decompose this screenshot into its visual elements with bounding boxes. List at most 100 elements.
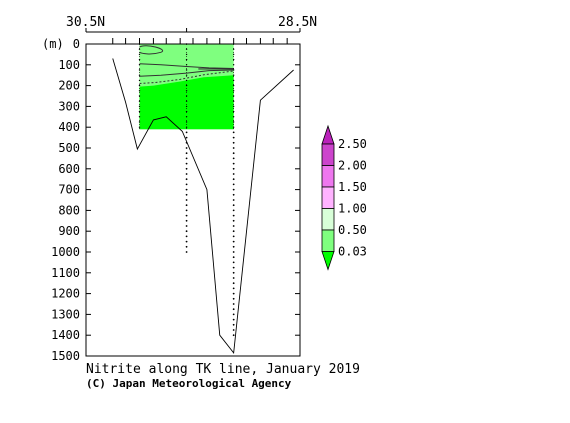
sample-point xyxy=(232,136,235,139)
sample-point xyxy=(232,100,235,102)
sample-point xyxy=(232,245,235,248)
sample-point xyxy=(185,131,188,134)
chart-title: Nitrite along TK line, January 2019 xyxy=(86,362,360,377)
sample-point xyxy=(232,147,235,149)
sample-point xyxy=(232,266,235,269)
contour-line-middle xyxy=(139,69,234,77)
bottom-profile-line xyxy=(112,58,294,355)
sample-point xyxy=(138,74,141,76)
sample-point xyxy=(232,334,235,337)
sample-point xyxy=(232,230,235,233)
colorbar-band xyxy=(321,143,335,166)
colorbar-level-label: 0.03 xyxy=(338,245,367,259)
sample-point xyxy=(138,121,141,123)
colorbar: 0.03 0.50 1.00 1.50 2.00 2.50 xyxy=(321,124,367,271)
sample-point xyxy=(232,131,235,134)
y-tick-label: 1000 xyxy=(51,245,80,259)
colorbar-arrow-top xyxy=(321,124,335,145)
sample-point xyxy=(138,48,141,50)
sample-point xyxy=(185,245,188,248)
colorbar-level-label: 2.00 xyxy=(338,159,367,173)
sample-point xyxy=(185,225,188,227)
sample-point xyxy=(232,121,235,123)
sample-point xyxy=(232,188,235,191)
colorbar-band xyxy=(321,208,335,231)
y-tick-label: 800 xyxy=(58,203,80,217)
sample-point xyxy=(232,110,235,113)
y-tick-label: 100 xyxy=(58,58,80,72)
sample-point xyxy=(232,282,235,285)
y-tick-label: 1100 xyxy=(51,266,80,280)
y-tick-label: 900 xyxy=(58,224,80,238)
sample-point xyxy=(232,53,235,56)
sample-point xyxy=(185,162,188,165)
sample-point xyxy=(232,297,235,300)
sample-point xyxy=(232,84,235,87)
sample-point xyxy=(232,204,235,207)
sample-point xyxy=(185,53,188,56)
copyright-credit: (C) Japan Meteorological Agency xyxy=(86,377,292,390)
sample-point xyxy=(138,100,141,102)
sample-point xyxy=(232,69,235,71)
sample-point xyxy=(232,287,235,290)
sample-point xyxy=(232,235,235,238)
y-tick-label: 0 xyxy=(73,37,80,51)
sample-point xyxy=(185,152,188,155)
sample-point xyxy=(232,251,235,253)
sample-point xyxy=(185,173,188,175)
colorbar-band xyxy=(321,229,335,252)
station-ticks xyxy=(85,28,301,44)
sample-point xyxy=(185,69,188,71)
colorbar-level-label: 1.00 xyxy=(338,202,367,216)
y-tick-label: 500 xyxy=(58,141,80,155)
sample-point xyxy=(232,329,235,331)
sample-point xyxy=(185,209,188,212)
sample-point xyxy=(232,167,235,170)
y-tick-label: 700 xyxy=(58,183,80,197)
sample-point xyxy=(232,292,235,295)
sample-point xyxy=(185,193,188,196)
sample-point xyxy=(232,90,235,92)
sample-point xyxy=(185,219,188,222)
sample-point xyxy=(185,188,188,191)
y-axis-unit-label: (m) xyxy=(42,37,64,51)
sample-point xyxy=(232,240,235,243)
sample-point xyxy=(232,105,235,108)
sample-point xyxy=(185,214,188,217)
lat-label-right: 28.5N xyxy=(278,15,317,30)
sample-point xyxy=(185,230,188,233)
sample-point xyxy=(185,199,188,201)
colorbar-arrow-bottom xyxy=(321,251,335,271)
y-tick-label: 400 xyxy=(58,120,80,134)
sample-point xyxy=(232,183,235,186)
y-tick-label: 1400 xyxy=(51,328,80,342)
sample-point xyxy=(138,53,141,56)
sample-point xyxy=(232,271,235,274)
colorbar-level-label: 2.50 xyxy=(338,137,367,151)
sample-point xyxy=(232,313,235,316)
sample-point xyxy=(232,157,235,160)
sample-point xyxy=(185,121,188,123)
sample-point xyxy=(232,318,235,321)
sample-point xyxy=(232,261,235,264)
contour-surface-loop xyxy=(139,45,164,55)
sample-point xyxy=(232,199,235,201)
sample-point xyxy=(138,110,141,113)
sample-point xyxy=(232,74,235,76)
sample-point xyxy=(232,162,235,165)
sample-point xyxy=(185,110,188,113)
sample-point xyxy=(232,323,235,326)
sample-point xyxy=(185,100,188,102)
sample-point xyxy=(185,167,188,170)
sample-point xyxy=(232,209,235,212)
sample-point xyxy=(185,251,188,253)
sample-point xyxy=(232,303,235,305)
sample-points xyxy=(138,43,235,337)
sample-point xyxy=(232,141,235,144)
sample-point xyxy=(185,178,188,181)
concentration-shading xyxy=(139,44,234,130)
sample-point xyxy=(185,240,188,243)
colorbar-band xyxy=(321,186,335,209)
sample-point xyxy=(185,58,188,61)
